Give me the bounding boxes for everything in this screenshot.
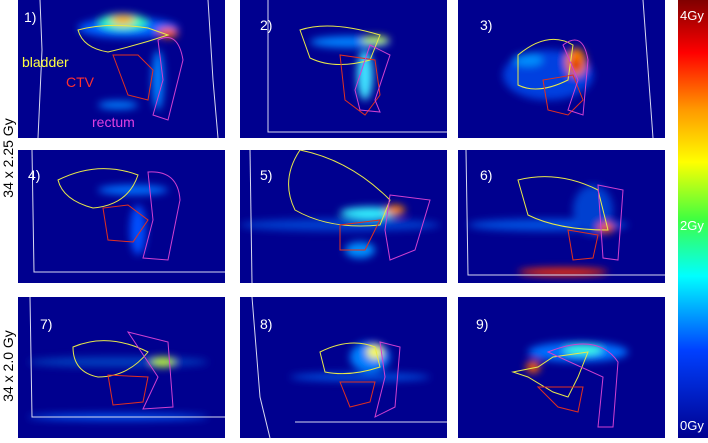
dose-panel: 4) bbox=[18, 150, 225, 283]
bladder-label: bladder bbox=[22, 54, 69, 70]
panel-label: 6) bbox=[480, 167, 492, 183]
panel-label: 9) bbox=[476, 316, 488, 332]
colorbar-label: 4Gy bbox=[680, 8, 704, 23]
panel-label: 8) bbox=[260, 316, 272, 332]
dose-panel: 7) bbox=[18, 297, 225, 438]
row-label: 34 x 2.25 Gy bbox=[0, 118, 16, 197]
row-label: 34 x 2.0 Gy bbox=[0, 330, 16, 402]
panel-label: 4) bbox=[28, 167, 40, 183]
colorbar bbox=[678, 0, 708, 438]
dose-panel: 1) bladder CTV rectum bbox=[18, 0, 225, 138]
panel-label: 3) bbox=[480, 17, 492, 33]
dose-panel: 6) bbox=[458, 150, 665, 283]
dose-panel: 8) bbox=[240, 297, 447, 438]
rectum-label: rectum bbox=[92, 114, 135, 130]
dose-panel: 3) bbox=[458, 0, 665, 138]
colorbar-label: 2Gy bbox=[680, 218, 704, 233]
dose-panel: 9) bbox=[458, 297, 665, 438]
panel-label: 2) bbox=[260, 17, 272, 33]
dose-panel: 5) bbox=[240, 150, 447, 283]
colorbar-label: 0Gy bbox=[680, 418, 704, 433]
panel-label: 5) bbox=[260, 167, 272, 183]
ctv-label: CTV bbox=[66, 74, 95, 90]
dose-panel: 2) bbox=[240, 0, 447, 138]
panel-label: 1) bbox=[24, 9, 36, 25]
panel-label: 7) bbox=[40, 316, 52, 332]
